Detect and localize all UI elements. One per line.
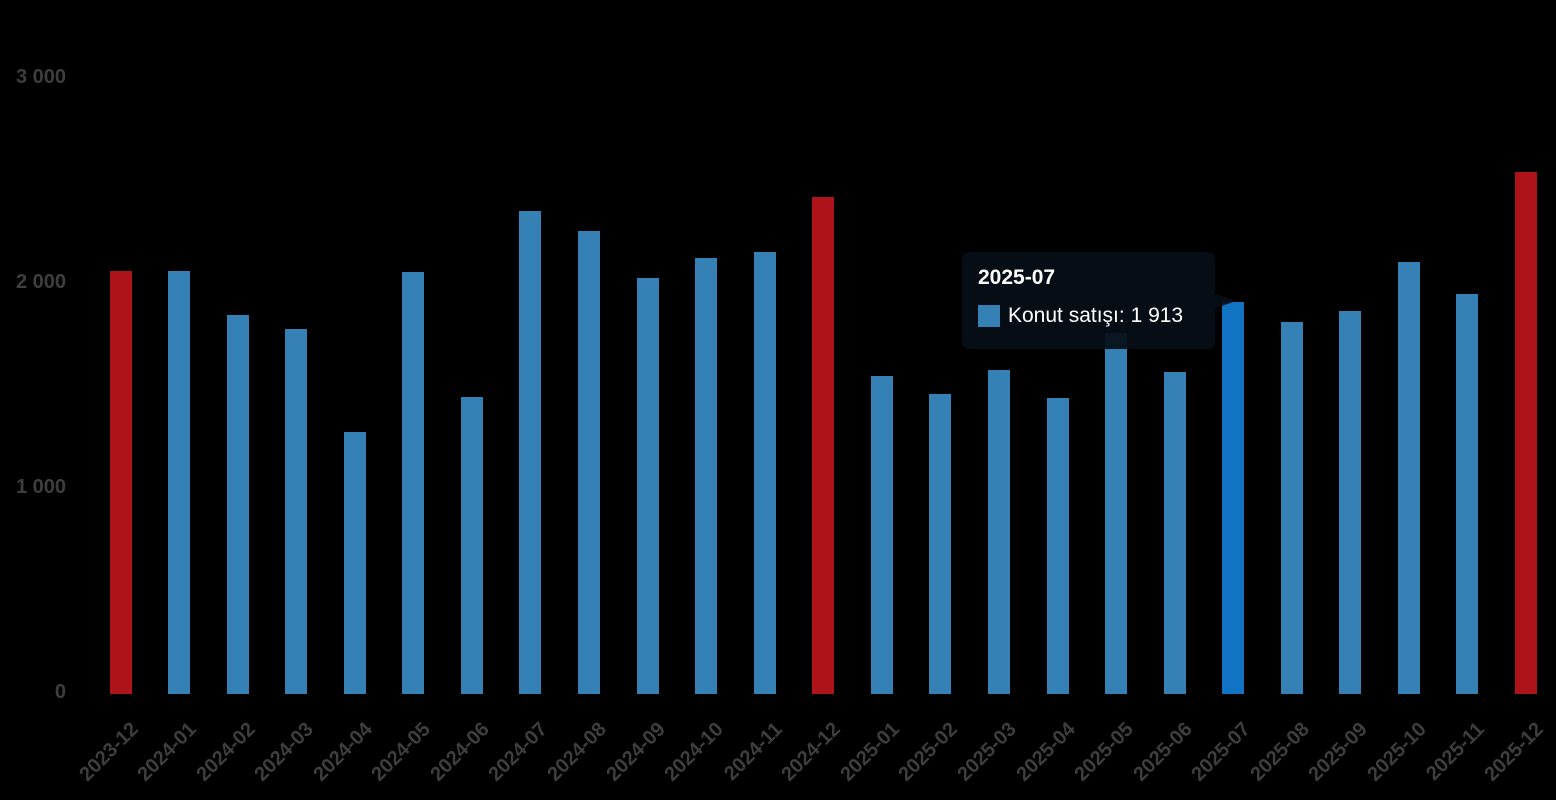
bar-2024-08[interactable] [578, 230, 600, 694]
y-tick-label-3000: 3 000 [15, 66, 66, 88]
bar-2024-12[interactable] [812, 196, 835, 694]
y-tick-label-0: 0 [54, 681, 66, 703]
bar-2024-11[interactable] [753, 252, 776, 694]
bar-2025-10[interactable] [1397, 261, 1420, 694]
tooltip: 2025-07 Konut satışı: 1 913 [962, 252, 1215, 349]
bar-2025-04[interactable] [1046, 397, 1069, 694]
bar-2023-12[interactable] [109, 270, 132, 694]
bar-2025-05[interactable] [1105, 333, 1127, 694]
bar-2024-02[interactable] [226, 314, 249, 695]
bar-2024-10[interactable] [695, 258, 718, 694]
tooltip-value-text: Konut satışı: 1 913 [1008, 304, 1184, 327]
bar-2024-04[interactable] [343, 431, 366, 694]
y-tick-label-1000: 1 000 [15, 476, 66, 498]
tooltip-row: Konut satışı: 1 913 [978, 304, 1215, 327]
bar-2024-03[interactable] [285, 329, 308, 694]
bar-2024-06[interactable] [460, 396, 483, 695]
bar-2024-09[interactable] [636, 277, 659, 694]
bar-2025-11[interactable] [1456, 294, 1479, 695]
bar-2025-06[interactable] [1163, 372, 1186, 694]
tooltip-series-marker-icon [978, 304, 1000, 327]
bar-2025-08[interactable] [1280, 321, 1303, 694]
tooltip-title: 2025-07 [978, 266, 1056, 289]
bar-2025-01[interactable] [870, 376, 893, 695]
bar-2024-05[interactable] [402, 271, 425, 694]
bar-2024-07[interactable] [519, 211, 542, 694]
bar-2024-01[interactable] [168, 270, 191, 694]
y-tick-label-2000: 2 000 [15, 271, 66, 293]
bar-2025-07[interactable] [1222, 301, 1245, 694]
bar-2025-02[interactable] [929, 393, 952, 694]
bar-2025-09[interactable] [1339, 310, 1362, 694]
bar-2025-12[interactable] [1514, 172, 1537, 694]
bar-2025-03[interactable] [987, 370, 1010, 694]
